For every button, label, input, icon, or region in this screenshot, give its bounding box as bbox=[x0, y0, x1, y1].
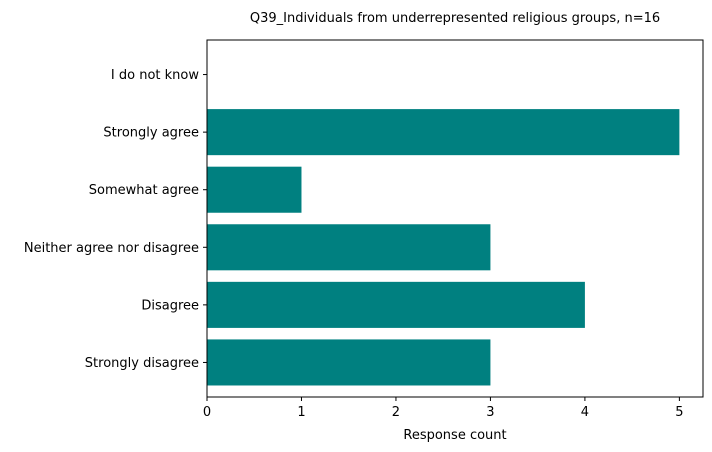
bar-strongly-disagree bbox=[207, 339, 491, 386]
y-tick-label-disagree: Disagree bbox=[141, 298, 199, 313]
chart-title: Q39_Individuals from underrepresented re… bbox=[250, 11, 660, 26]
y-tick-label-i-do-not-know: I do not know bbox=[111, 68, 199, 83]
x-tick-label-1: 1 bbox=[297, 405, 305, 420]
bars-group bbox=[207, 109, 680, 386]
bar-somewhat-agree bbox=[207, 166, 302, 213]
y-tick-label-somewhat-agree: Somewhat agree bbox=[89, 183, 199, 198]
x-tick-label-4: 4 bbox=[581, 405, 589, 420]
x-tick-label-3: 3 bbox=[486, 405, 494, 420]
x-tick-label-5: 5 bbox=[675, 405, 683, 420]
bar-neither-agree-nor-disagree bbox=[207, 224, 491, 271]
y-axis-ticks: Strongly disagree Disagree Neither agree n… bbox=[24, 68, 207, 371]
plot-frame bbox=[206, 39, 704, 398]
x-axis-ticks: 0 1 2 3 4 5 bbox=[203, 397, 684, 420]
x-tick-label-2: 2 bbox=[392, 405, 400, 420]
bar-disagree bbox=[207, 281, 585, 328]
x-tick-label-0: 0 bbox=[203, 405, 211, 420]
bar-strongly-agree bbox=[207, 109, 680, 156]
y-tick-label-strongly-disagree: Strongly disagree bbox=[85, 356, 199, 371]
x-axis-label: Response count bbox=[403, 428, 506, 443]
y-tick-label-neither-agree-nor-disagree: Neither agree nor disagree bbox=[24, 241, 199, 256]
y-tick-label-strongly-agree: Strongly agree bbox=[103, 126, 199, 141]
